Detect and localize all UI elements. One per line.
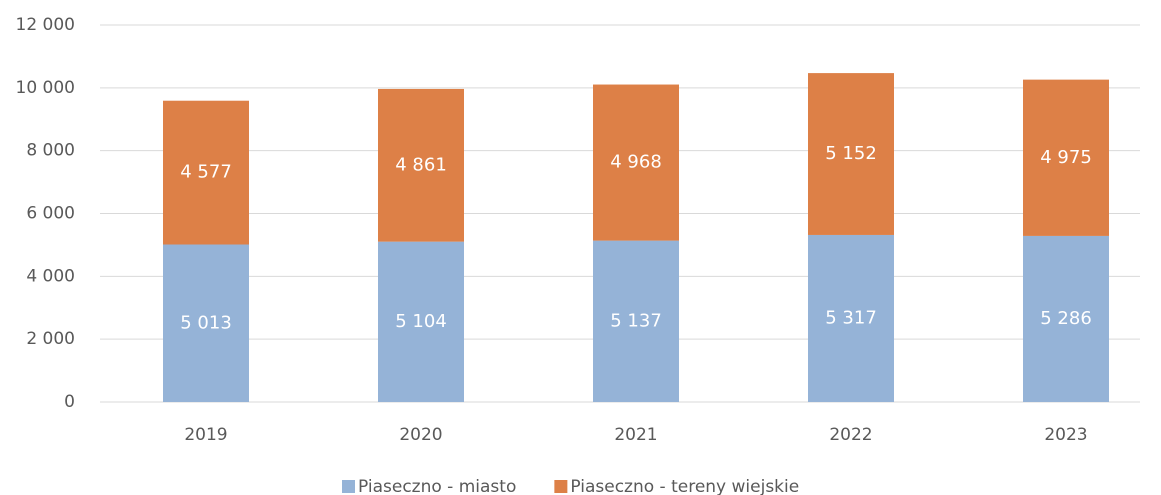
legend-label: Piaseczno - tereny wiejskie [570, 477, 799, 495]
value-label: 4 968 [610, 152, 662, 173]
value-label: 5 137 [610, 310, 662, 331]
y-tick-label: 12 000 [16, 15, 75, 35]
legend-swatch [342, 480, 355, 493]
x-tick-label: 2023 [1044, 425, 1087, 445]
y-tick-label: 4 000 [26, 266, 75, 286]
legend-label: Piaseczno - miasto [358, 477, 516, 495]
bar-segment [1023, 79, 1109, 236]
bar-segment [808, 234, 894, 402]
bar-segment [163, 100, 249, 245]
y-tick-label: 10 000 [16, 78, 75, 98]
y-tick-label: 0 [64, 392, 75, 412]
value-label: 4 577 [180, 162, 232, 183]
legend-swatch [554, 480, 568, 493]
value-label: 5 104 [395, 311, 447, 332]
value-label: 4 861 [395, 154, 447, 175]
x-tick-label: 2019 [184, 425, 227, 445]
bar-segment [378, 88, 464, 242]
y-tick-label: 8 000 [26, 141, 75, 161]
x-tick-label: 2021 [614, 425, 657, 445]
bar-segment [163, 244, 249, 402]
y-tick-label: 6 000 [26, 204, 75, 224]
bar-segment [378, 241, 464, 402]
value-label: 4 975 [1040, 147, 1092, 168]
x-tick-label: 2020 [399, 425, 442, 445]
bar-segment [593, 240, 679, 402]
value-label: 5 013 [180, 312, 232, 333]
bar-segment [808, 73, 894, 235]
bar-segment [1023, 235, 1109, 402]
bar-segment [593, 84, 679, 241]
value-label: 5 317 [825, 307, 877, 328]
y-tick-label: 2 000 [26, 329, 75, 349]
value-label: 5 152 [825, 143, 877, 164]
value-label: 5 286 [1040, 308, 1092, 329]
x-tick-label: 2022 [829, 425, 872, 445]
